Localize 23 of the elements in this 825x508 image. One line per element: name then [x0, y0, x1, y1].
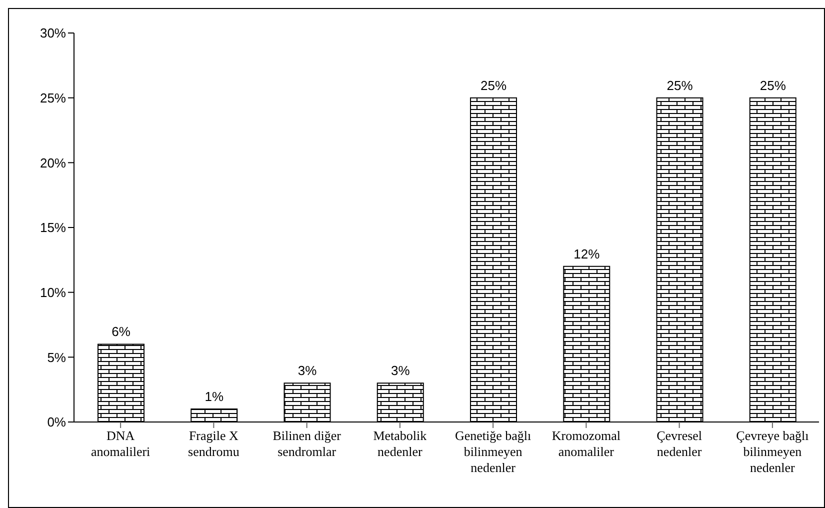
y-tick-label: 30% — [40, 26, 66, 41]
x-tick-label: Çevreye bağlı bilinmeyen nedenler — [736, 428, 810, 475]
data-label: 25% — [666, 78, 694, 93]
y-tick-label: 20% — [40, 155, 66, 170]
x-tick-label: Fragile X sendromu — [188, 428, 240, 459]
x-tick-label: DNA anomalileri — [90, 428, 151, 459]
data-label: 12% — [574, 246, 600, 262]
x-tick-label: Bilinen diğer sendromlar — [272, 428, 342, 459]
data-label: 25% — [760, 78, 786, 93]
data-label: 25% — [480, 78, 507, 93]
x-tick-label: Kromozomal anomaliler — [552, 428, 621, 459]
y-tick-label: 0% — [47, 414, 66, 430]
y-tick-label: 5% — [47, 350, 66, 365]
x-tick-label: Metabolik nedenler — [373, 428, 428, 459]
y-tick-label: 10% — [40, 284, 66, 300]
data-label: 3% — [390, 363, 410, 378]
data-label: 1% — [204, 389, 224, 404]
x-tick-label: Genetiğe bağlı bilinmeyen nedenler — [454, 428, 532, 475]
data-label: 6% — [112, 324, 131, 340]
x-tick-label: Çevresel nedenler — [656, 428, 702, 459]
data-label: 3% — [298, 363, 318, 378]
y-tick-label: 25% — [40, 90, 66, 106]
y-tick-label: 15% — [40, 220, 66, 236]
